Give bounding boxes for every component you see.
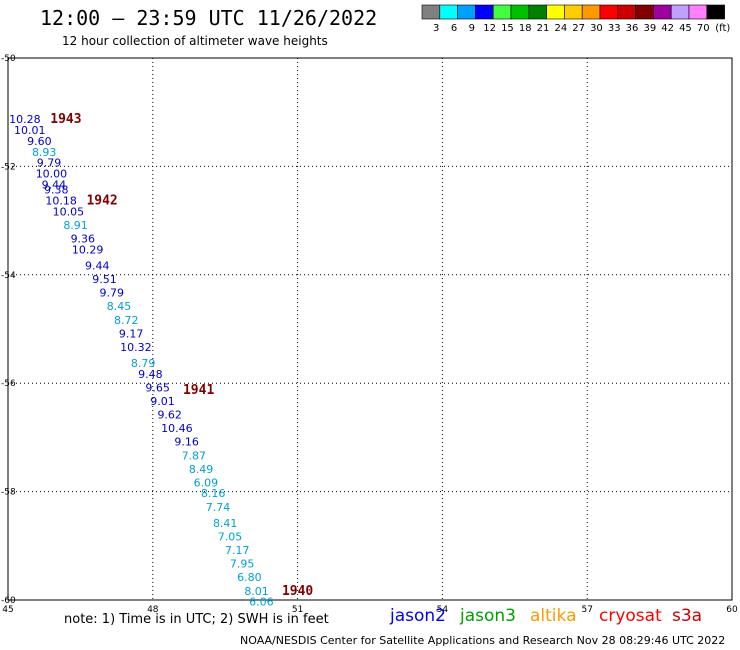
colorbar: 3 6 9 12 15 18 21 24 27 30 33 36 39 42 45 70 (ft) [421, 4, 730, 34]
x-tick-label: 45 [2, 605, 13, 615]
page-subtitle: 12 hour collection of altimeter wave hei… [62, 34, 328, 48]
swh-data-point: 8.79 [131, 357, 156, 370]
swh-data-point: 6.09 [194, 476, 219, 489]
page-title: 12:00 – 23:59 UTC 11/26/2022 [40, 6, 378, 30]
x-tick-label: 51 [292, 605, 303, 615]
swh-data-point: 9.79 [37, 157, 62, 170]
colorbar-label: 70 [697, 23, 710, 34]
swh-data-point: 6.80 [237, 571, 262, 584]
x-tick-label: 60 [726, 605, 738, 615]
swh-data-point: 10.29 [72, 243, 104, 256]
swh-data-point: 8.41 [213, 517, 238, 530]
swh-data-point: 6.06 [249, 596, 274, 609]
y-tick-label: -54 [1, 271, 16, 281]
swh-data-point: 7.17 [225, 544, 250, 557]
x-tick-label: 57 [581, 605, 592, 615]
swh-data-point: 9.79 [100, 287, 125, 300]
swh-data-point: 8.45 [107, 300, 132, 313]
colorbar-label: 21 [537, 23, 550, 34]
satellite-legend-cryosat: cryosat [599, 606, 662, 626]
satellite-legend-s3a: s3a [672, 606, 703, 626]
satellite-legend-altika: altika [530, 606, 577, 626]
y-tick-label: -60 [1, 596, 16, 606]
colorbar-label: 12 [483, 23, 496, 34]
satellite-legend-jason2: jason2 [390, 606, 446, 626]
colorbar-label: 9 [469, 23, 475, 34]
swh-data-point: 8.16 [201, 487, 226, 500]
swh-data-point: 9.60 [27, 135, 52, 148]
credit-line: NOAA/NESDIS Center for Satellite Applica… [240, 634, 726, 647]
swh-data-point: 9.51 [92, 273, 117, 286]
time-label: 1940 [282, 584, 313, 599]
colorbar-label: 45 [679, 23, 692, 34]
x-tick-label: 48 [147, 605, 159, 615]
swh-data-point: 8.72 [114, 314, 139, 327]
colorbar-label: 33 [608, 23, 621, 34]
satellite-legend-jason3: jason3 [460, 606, 516, 626]
y-tick-label: -56 [1, 379, 16, 389]
swh-data-point: 10.46 [161, 422, 193, 435]
swh-data-point: 9.44 [85, 260, 110, 273]
colorbar-label: 15 [501, 23, 514, 34]
swh-data-point: 8.93 [32, 146, 57, 159]
swh-data-point: 9.17 [119, 327, 144, 340]
colorbar-label: 18 [519, 23, 532, 34]
colorbar-label: 24 [554, 23, 567, 34]
swh-data-point: 8.91 [63, 219, 88, 232]
swh-data-point: 7.87 [182, 449, 207, 462]
y-tick-label: -58 [1, 488, 16, 498]
swh-data-point: 9.44 [42, 178, 67, 191]
swh-data-point: 9.16 [174, 436, 199, 449]
time-label: 1941 [183, 383, 214, 398]
plot-frame [7, 57, 733, 601]
swh-data-point: 9.38 [44, 184, 69, 197]
footer-note: note: 1) Time is in UTC; 2) SWH is in fe… [64, 612, 329, 627]
colorbar-label: 39 [643, 23, 656, 34]
swh-data-point: 10.00 [36, 167, 68, 180]
colorbar-label: 3 [433, 23, 439, 34]
colorbar-label: 30 [590, 23, 603, 34]
swh-data-point: 9.65 [145, 382, 170, 395]
swh-data-point: 7.74 [206, 501, 231, 514]
colorbar-swatch [706, 4, 725, 20]
swh-data-point: 9.62 [157, 409, 182, 422]
y-tick-label: -52 [1, 162, 16, 172]
colorbar-unit: (ft) [715, 23, 730, 34]
swh-data-point: 7.95 [230, 558, 255, 571]
colorbar-label: 6 [451, 23, 457, 34]
colorbar-label: 27 [572, 23, 585, 34]
swh-data-point: 10.32 [120, 341, 152, 354]
swh-data-point: 8.01 [244, 585, 269, 598]
swh-data-point: 10.18 [45, 195, 77, 208]
x-tick-label: 54 [437, 605, 449, 615]
time-label: 1943 [50, 112, 81, 127]
swh-data-point: 7.05 [218, 531, 243, 544]
swh-data-point: 10.01 [14, 124, 46, 137]
swh-data-point: 9.48 [138, 368, 163, 381]
y-tick-label: -50 [1, 54, 16, 64]
swh-data-point: 9.01 [150, 395, 175, 408]
colorbar-label: 42 [661, 23, 674, 34]
time-label: 1942 [86, 194, 117, 209]
swh-data-point: 8.49 [189, 463, 214, 476]
swh-data-point: 10.28 [9, 113, 41, 126]
swh-data-point: 9.36 [71, 232, 96, 245]
colorbar-label: 36 [626, 23, 639, 34]
swh-data-point: 10.05 [53, 205, 85, 218]
